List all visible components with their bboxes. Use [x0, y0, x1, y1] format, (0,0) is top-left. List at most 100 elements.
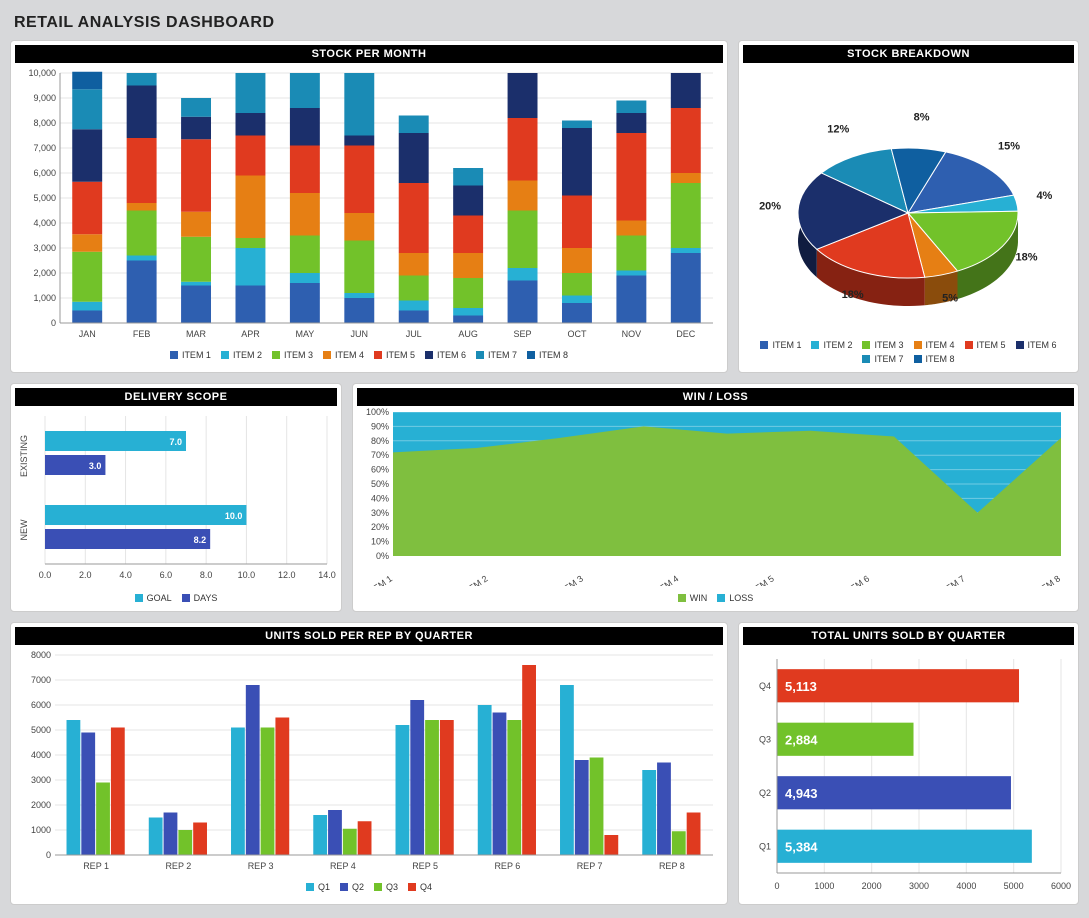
svg-text:18%: 18%: [1015, 252, 1037, 264]
svg-text:8.0: 8.0: [200, 570, 213, 580]
svg-text:40%: 40%: [371, 493, 389, 503]
svg-text:6000: 6000: [1051, 881, 1071, 891]
units-per-rep-title: UNITS SOLD PER REP BY QUARTER: [15, 627, 723, 645]
row-3: UNITS SOLD PER REP BY QUARTER 0 1000 2000 3…: [10, 622, 1079, 905]
win-loss-title: WIN / LOSS: [357, 388, 1074, 406]
svg-text:3.0: 3.0: [89, 461, 102, 471]
svg-text:REP 2: REP 2: [165, 861, 191, 871]
legend-item: ITEM 6: [1016, 340, 1057, 350]
svg-text:NEW: NEW: [19, 519, 29, 541]
svg-text:REP 8: REP 8: [659, 861, 685, 871]
svg-text:ITEM 1: ITEM 1: [365, 573, 395, 586]
svg-text:AUG: AUG: [458, 329, 478, 339]
svg-text:50%: 50%: [371, 479, 389, 489]
svg-text:0%: 0%: [376, 551, 389, 561]
svg-text:20%: 20%: [759, 201, 781, 213]
total-units-chart: 01000200030004000500060005,113Q42,884Q34…: [743, 645, 1073, 897]
svg-text:80%: 80%: [371, 436, 389, 446]
svg-text:7,000: 7,000: [33, 143, 56, 153]
legend-item: ITEM 7: [862, 354, 903, 364]
svg-text:JAN: JAN: [79, 329, 96, 339]
svg-text:NOV: NOV: [622, 329, 642, 339]
svg-text:4000: 4000: [956, 881, 976, 891]
svg-text:Q1: Q1: [759, 841, 771, 851]
stock-per-month-panel: STOCK PER MONTH 01,0002,0003,0004,0005,0…: [10, 40, 728, 373]
row-2: DELIVERY SCOPE 0.02.04.06.08.010.012.014…: [10, 383, 1079, 612]
legend-item: ITEM 7: [476, 350, 517, 360]
svg-text:REP 1: REP 1: [83, 861, 109, 871]
svg-text:8000: 8000: [31, 650, 51, 660]
svg-text:6000: 6000: [31, 700, 51, 710]
svg-text:2.0: 2.0: [79, 570, 92, 580]
svg-text:0: 0: [46, 850, 51, 860]
delivery-scope-panel: DELIVERY SCOPE 0.02.04.06.08.010.012.014…: [10, 383, 342, 612]
svg-text:5%: 5%: [942, 293, 958, 305]
legend-item: ITEM 4: [323, 350, 364, 360]
svg-text:0: 0: [774, 881, 779, 891]
svg-text:20%: 20%: [371, 522, 389, 532]
win-loss-chart: 0%10%20%30%40%50%60%70%80%90%100%ITEM 1I…: [357, 406, 1069, 586]
svg-text:8%: 8%: [914, 111, 930, 123]
legend-item: ITEM 2: [811, 340, 852, 350]
svg-text:7.0: 7.0: [169, 437, 182, 447]
svg-text:3,000: 3,000: [33, 243, 56, 253]
stock-per-month-title: STOCK PER MONTH: [15, 45, 723, 63]
svg-text:REP 4: REP 4: [330, 861, 356, 871]
svg-text:6.0: 6.0: [160, 570, 173, 580]
total-units-panel: TOTAL UNITS SOLD BY QUARTER 0 1000 2000 300…: [738, 622, 1079, 905]
svg-text:10.0: 10.0: [225, 511, 243, 521]
units-per-rep-legend: Q1Q2Q3Q4: [15, 878, 723, 896]
svg-text:REP 6: REP 6: [494, 861, 520, 871]
legend-item: ITEM 8: [914, 354, 955, 364]
svg-text:ITEM 5: ITEM 5: [746, 573, 776, 586]
win-loss-panel: WIN / LOSS 0%10%20%30%40%50%60%70%80%90%…: [352, 383, 1079, 612]
legend-item: Q4: [408, 882, 432, 892]
delivery-scope-title: DELIVERY SCOPE: [15, 388, 337, 406]
units-per-rep-panel: UNITS SOLD PER REP BY QUARTER 0100020003…: [10, 622, 728, 905]
svg-text:5,384: 5,384: [785, 839, 818, 854]
svg-text:SEP: SEP: [514, 329, 532, 339]
svg-text:REP 7: REP 7: [577, 861, 603, 871]
total-units-title: TOTAL UNITS SOLD BY QUARTER: [743, 627, 1074, 645]
svg-text:5,113: 5,113: [785, 679, 817, 694]
svg-text:100%: 100%: [366, 407, 389, 417]
legend-item: ITEM 5: [374, 350, 415, 360]
svg-text:60%: 60%: [371, 465, 389, 475]
legend-item: ITEM 5: [965, 340, 1006, 350]
legend-item: ITEM 2: [221, 350, 262, 360]
legend-item: Q1: [306, 882, 330, 892]
svg-text:ITEM 3: ITEM 3: [556, 573, 586, 586]
svg-text:ITEM 4: ITEM 4: [651, 573, 681, 586]
svg-text:OCT: OCT: [567, 329, 587, 339]
legend-item: WIN: [678, 593, 708, 603]
svg-text:ITEM 8: ITEM 8: [1033, 573, 1063, 586]
svg-text:3000: 3000: [909, 881, 929, 891]
svg-text:APR: APR: [241, 329, 260, 339]
svg-text:18%: 18%: [842, 289, 864, 301]
legend-item: ITEM 3: [272, 350, 313, 360]
stock-breakdown-panel: STOCK BREAKDOWN 15%4%18%5%18%20%12%8% IT…: [738, 40, 1079, 373]
svg-text:1000: 1000: [31, 825, 51, 835]
svg-text:4,000: 4,000: [33, 218, 56, 228]
svg-text:2000: 2000: [31, 800, 51, 810]
stock-per-month-legend: ITEM 1ITEM 2ITEM 3ITEM 4ITEM 5ITEM 6ITEM…: [15, 346, 723, 364]
svg-text:2,884: 2,884: [785, 732, 818, 747]
svg-text:14.0: 14.0: [318, 570, 336, 580]
units-per-rep-chart: 010002000300040005000600070008000REP 1RE…: [15, 645, 723, 875]
stock-breakdown-title: STOCK BREAKDOWN: [743, 45, 1074, 63]
svg-text:1,000: 1,000: [33, 293, 56, 303]
svg-text:ITEM 6: ITEM 6: [842, 573, 872, 586]
svg-text:1000: 1000: [814, 881, 834, 891]
svg-text:10.0: 10.0: [238, 570, 256, 580]
svg-text:FEB: FEB: [133, 329, 151, 339]
legend-item: Q3: [374, 882, 398, 892]
svg-text:ITEM 7: ITEM 7: [937, 573, 967, 586]
svg-text:REP 3: REP 3: [248, 861, 274, 871]
svg-text:2000: 2000: [862, 881, 882, 891]
legend-item: ITEM 8: [527, 350, 568, 360]
svg-text:12.0: 12.0: [278, 570, 296, 580]
svg-text:MAY: MAY: [295, 329, 314, 339]
svg-text:7000: 7000: [31, 675, 51, 685]
delivery-scope-legend: GOALDAYS: [15, 589, 337, 607]
svg-text:90%: 90%: [371, 421, 389, 431]
